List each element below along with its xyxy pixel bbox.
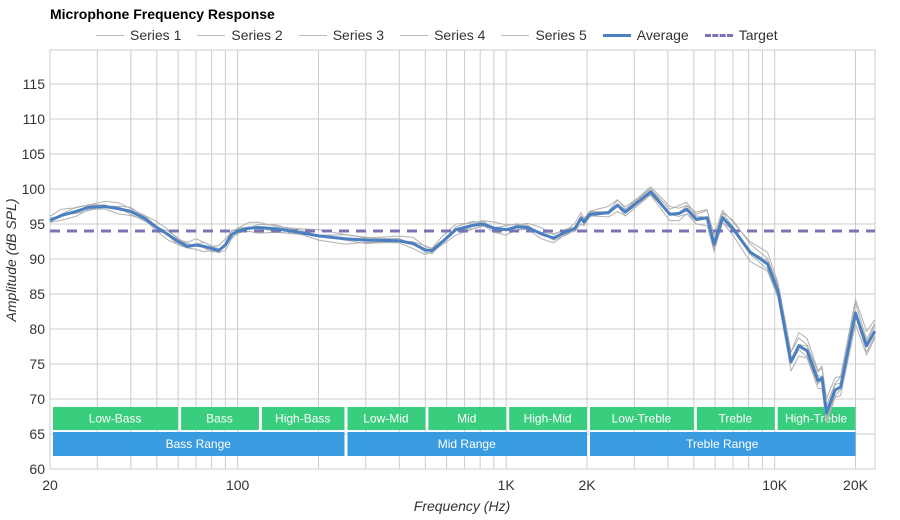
band-treble-range: [590, 432, 856, 456]
y-tick-label: 90: [29, 251, 45, 267]
x-tick-label: 100: [226, 477, 250, 493]
legend-swatch: [197, 34, 226, 36]
band-high-bass: [261, 407, 345, 430]
x-tick-label: 20: [42, 477, 58, 493]
legend-label: Series 4: [434, 27, 486, 43]
y-tick-label: 65: [29, 426, 45, 442]
legend-item[interactable]: Series 1: [96, 27, 181, 43]
band-high-treble: [777, 407, 856, 430]
legend-swatch: [501, 34, 530, 36]
band-label: Treble: [718, 412, 752, 426]
x-tick-label: 1K: [498, 477, 516, 493]
band-low-treble: [590, 407, 694, 430]
band-mid-range: [347, 432, 587, 456]
legend-label: Series 2: [231, 27, 283, 43]
y-tick-label: 60: [29, 461, 45, 477]
average-line: [49, 190, 877, 415]
y-tick-label: 80: [29, 321, 45, 337]
band-label: Bass Range: [166, 437, 232, 451]
band-high-mid: [509, 407, 587, 430]
legend-label: Average: [636, 27, 689, 43]
series-line-1: [49, 186, 876, 407]
y-tick-label: 70: [29, 391, 45, 407]
y-axis-label: Amplitude (dB SPL): [3, 199, 19, 323]
x-tick-label: 20K: [843, 477, 869, 493]
legend-swatch: [602, 33, 631, 37]
band-label: High-Bass: [275, 412, 330, 426]
y-tick-label: 75: [29, 356, 45, 372]
band-label: High-Mid: [524, 412, 572, 426]
band-label: Low-Bass: [89, 412, 142, 426]
y-tick-label: 85: [29, 286, 45, 302]
band-label: Low-Treble: [612, 412, 672, 426]
legend-label: Series 3: [332, 27, 385, 43]
band-label: Mid: [457, 412, 476, 426]
legend-item[interactable]: Series 4: [400, 27, 485, 43]
y-tick-label: 105: [22, 146, 46, 162]
legend-item[interactable]: Series 3: [298, 27, 385, 43]
y-tick-label: 100: [22, 181, 46, 197]
legend-label: Series 1: [130, 27, 182, 43]
y-tick-label: 115: [23, 76, 46, 92]
band-label: High-Treble: [785, 412, 848, 426]
legend-swatch: [298, 34, 327, 36]
y-tick-label: 95: [29, 216, 45, 232]
legend: Series 1 Series 2 Series 3 Series 4 Series 5…: [96, 27, 794, 43]
legend-item[interactable]: Target: [704, 27, 778, 43]
legend-item[interactable]: Series 2: [197, 27, 283, 43]
legend-swatch: [400, 34, 429, 36]
band-low-bass: [53, 407, 179, 430]
chart-title: Microphone Frequency Response: [50, 6, 275, 22]
legend-swatch: [704, 33, 733, 37]
legend-swatch: [96, 34, 124, 36]
y-tick-label: 110: [23, 111, 46, 127]
legend-label: Target: [738, 27, 778, 43]
legend-item[interactable]: Series 5: [501, 27, 587, 43]
band-treble: [696, 407, 775, 430]
band-low-mid: [347, 407, 426, 430]
band-label: Bass: [206, 412, 233, 426]
series-line-5: [49, 188, 876, 411]
x-tick-label: 2K: [578, 477, 596, 493]
band-label: Low-Mid: [363, 412, 408, 426]
x-tick-label: 10K: [762, 477, 788, 493]
band-label: Mid Range: [438, 437, 496, 451]
band-label: Treble Range: [686, 437, 759, 451]
band-bass: [181, 407, 259, 430]
series-line-2: [49, 194, 876, 424]
legend-item[interactable]: Average: [602, 27, 689, 43]
legend-label: Series 5: [535, 27, 587, 43]
band-bass-range: [53, 432, 345, 456]
x-axis-label: Frequency (Hz): [414, 498, 510, 514]
band-mid: [428, 407, 507, 430]
